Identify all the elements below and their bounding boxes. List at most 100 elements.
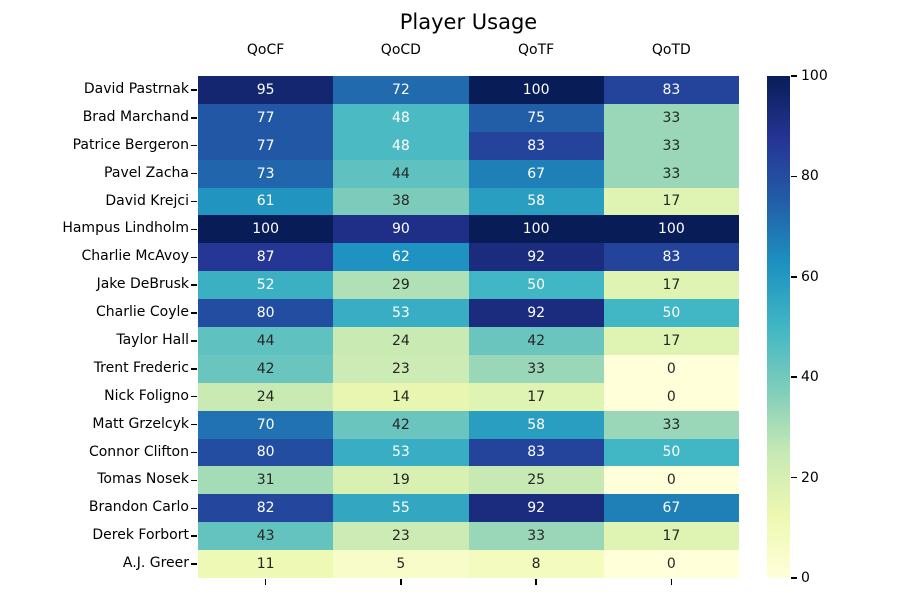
heatmap-cell: 73: [198, 159, 334, 188]
heatmap-cell: 82: [198, 494, 334, 523]
heatmap-cell: 43: [198, 522, 334, 551]
heatmap-cell: 83: [468, 131, 604, 160]
heatmap-cell: 17: [603, 271, 739, 300]
heatmap-cell: 23: [333, 522, 469, 551]
heatmap-cell: 75: [468, 103, 604, 132]
heatmap-cell: 83: [468, 438, 604, 467]
heatmap-cell: 33: [468, 522, 604, 551]
y-tick-mark: [191, 507, 197, 510]
y-tick-label: Charlie Coyle: [96, 304, 189, 321]
y-tick-label: Taylor Hall: [116, 331, 189, 348]
y-tick-label: Jake DeBrusk: [96, 276, 189, 293]
heatmap-cell: 0: [603, 550, 739, 578]
colorbar-tick-mark: [791, 577, 797, 579]
x-tick-mark: [670, 579, 673, 585]
x-axis-tick-labels: QoCF QoCD QoTF QoTD: [198, 40, 739, 60]
heatmap-cell: 80: [198, 438, 334, 467]
heatmap-cell: 42: [468, 327, 604, 355]
y-tick-mark: [191, 340, 197, 342]
heatmap-cell: 17: [603, 187, 739, 216]
x-tick-mark: [264, 579, 267, 585]
colorbar-tick-mark: [791, 476, 797, 479]
heatmap-cell: 24: [198, 382, 334, 411]
heatmap-cell: 100: [468, 76, 604, 104]
heatmap-cell: 50: [468, 271, 604, 300]
heatmap-cell: 100: [603, 215, 739, 244]
x-tick-mark: [535, 579, 537, 585]
colorbar-tick-mark: [791, 75, 797, 77]
heatmap-cell: 52: [198, 271, 334, 300]
y-tick-mark: [191, 256, 197, 259]
heatmap-cell: 48: [333, 103, 469, 132]
heatmap-cell: 70: [198, 410, 334, 439]
colorbar-tick-label: 0: [801, 570, 810, 586]
colorbar-tick-label: 40: [801, 369, 819, 386]
heatmap-cell: 100: [468, 215, 604, 244]
y-tick-mark: [191, 312, 197, 314]
y-tick-mark: [191, 423, 197, 426]
y-tick-label: Brandon Carlo: [88, 499, 189, 516]
y-tick-label: Brad Marchand: [82, 108, 189, 125]
heatmap-cell: 67: [468, 159, 604, 188]
heatmap-cell: 31: [198, 466, 334, 495]
x-tick-mark: [400, 579, 402, 585]
heatmap-cell: 48: [333, 131, 469, 160]
colorbar-tick-mark: [791, 276, 797, 278]
heatmap-cell: 11: [198, 550, 334, 578]
y-axis-tick-labels: David Pastrnak Brad Marchand Patrice Berge…: [0, 76, 189, 578]
heatmap-cell: 5: [333, 550, 469, 578]
y-tick-mark: [191, 117, 197, 119]
heatmap-cell: 44: [333, 159, 469, 188]
heatmap-cell: 58: [468, 410, 604, 439]
colorbar-tick-label: 80: [801, 168, 819, 185]
y-tick-label: Hampus Lindholm: [62, 220, 189, 237]
heatmap-cell: 53: [333, 299, 469, 327]
y-tick-mark: [191, 144, 197, 147]
heatmap-cell: 58: [468, 187, 604, 216]
chart-title: Player Usage: [399, 10, 538, 34]
y-tick-mark: [191, 451, 197, 454]
heatmap-cell: 55: [333, 494, 469, 523]
heatmap-cell: 77: [198, 103, 334, 132]
heatmap-cell: 61: [198, 187, 334, 216]
heatmap-cell: 100: [198, 215, 334, 244]
x-tick-label-qocd: QoCD: [380, 42, 421, 58]
heatmap-cell: 17: [468, 382, 604, 411]
y-tick-mark: [191, 368, 197, 370]
colorbar: [767, 76, 790, 578]
y-tick-mark: [191, 479, 197, 482]
colorbar-tick-label: 60: [801, 268, 819, 285]
y-tick-label: Trent Frederic: [93, 359, 189, 376]
heatmap-cell: 42: [198, 354, 334, 383]
colorbar-tick-label: 20: [801, 469, 819, 486]
heatmap-cell: 17: [603, 522, 739, 551]
heatmap-cell: 14: [333, 382, 469, 411]
x-tick-label-qocf: QoCF: [246, 42, 285, 58]
colorbar-tick-mark: [791, 376, 797, 378]
y-tick-label: Nick Foligno: [104, 387, 189, 404]
heatmap-cell: 90: [333, 215, 469, 244]
heatmap-cell: 0: [603, 354, 739, 383]
heatmap-cell: 33: [603, 159, 739, 188]
heatmap-cell: 29: [333, 271, 469, 300]
y-tick-label: A.J. Greer: [122, 555, 189, 572]
x-tick-label-qotf: QoTF: [518, 42, 555, 58]
y-tick-mark: [191, 200, 197, 203]
heatmap-cell: 62: [333, 243, 469, 272]
heatmap-cell: 92: [468, 494, 604, 523]
heatmap-cell: 8: [468, 550, 604, 578]
y-tick-label: Derek Forbort: [92, 527, 189, 544]
colorbar-tick-mark: [791, 175, 797, 178]
y-tick-mark: [191, 535, 197, 537]
heatmap-cell: 33: [603, 410, 739, 439]
y-tick-mark: [191, 395, 197, 398]
heatmap-cell: 33: [603, 103, 739, 132]
heatmap-cell: 50: [603, 438, 739, 467]
heatmap-cell: 95: [198, 76, 334, 104]
heatmap-cell: 23: [333, 354, 469, 383]
heatmap-cell: 80: [198, 299, 334, 327]
heatmap-cell: 50: [603, 299, 739, 327]
heatmap-cell: 19: [333, 466, 469, 495]
y-tick-label: Connor Clifton: [88, 443, 189, 460]
